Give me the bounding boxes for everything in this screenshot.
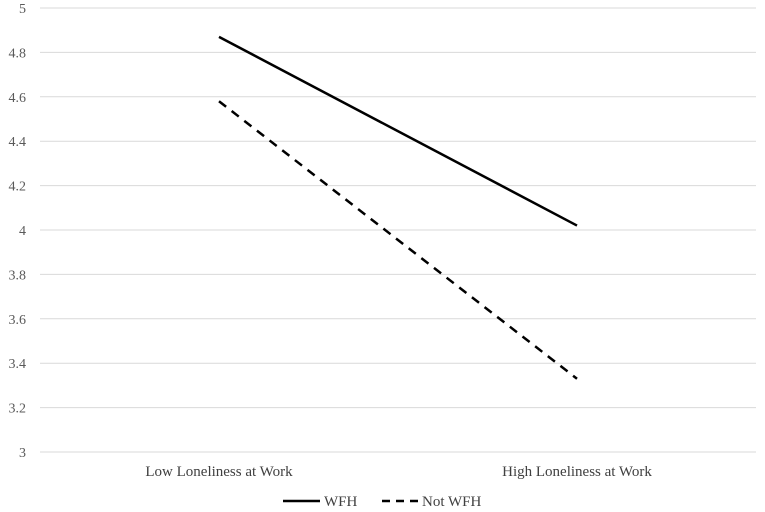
y-tick-label: 3.8	[9, 268, 27, 283]
y-tick-label: 3.4	[9, 357, 27, 372]
y-tick-label: 4.4	[9, 135, 27, 150]
series-lines	[218, 35, 578, 380]
y-tick-label: 4.6	[9, 91, 27, 106]
series-line-wfh	[218, 35, 578, 227]
y-tick-label: 5	[19, 2, 26, 17]
legend-label-wfh: WFH	[324, 494, 358, 510]
y-tick-label: 3.6	[9, 313, 27, 328]
x-category-label: High Loneliness at Work	[502, 464, 652, 480]
y-tick-label: 4.2	[9, 180, 27, 195]
y-tick-label: 4.8	[9, 46, 27, 61]
x-category-label: Low Loneliness at Work	[145, 464, 293, 480]
y-tick-label: 3	[19, 446, 26, 461]
series-line-not-wfh	[218, 100, 578, 380]
legend: WFH Not WFH	[283, 494, 481, 510]
y-axis-ticks: 3 3.2 3.4 3.6 3.8 4 4.2 4.4 4.6 4.8 5	[9, 2, 27, 461]
gridlines	[40, 7, 756, 453]
y-tick-label: 4	[19, 224, 26, 239]
legend-label-not-wfh: Not WFH	[422, 494, 481, 510]
x-axis-categories: Low Loneliness at Work High Loneliness at…	[145, 464, 652, 480]
y-tick-label: 3.2	[9, 402, 27, 417]
